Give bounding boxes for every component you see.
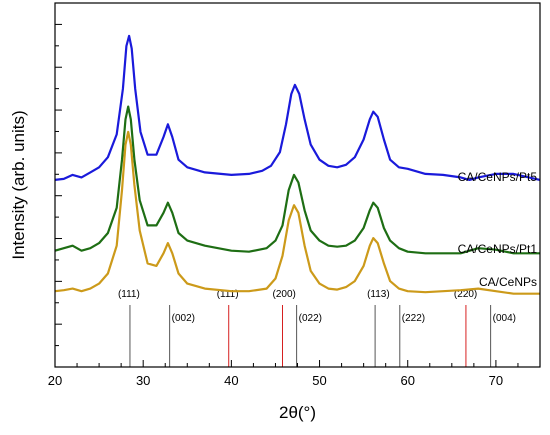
reference-label-6: (222): [402, 313, 425, 324]
y-axis-label: Intensity (arb. units): [9, 110, 28, 259]
reference-label-7: (220): [454, 289, 477, 300]
x-axis-ticks: 20 30 40 50 60 70: [48, 360, 541, 388]
reference-label-5: (113): [367, 289, 390, 300]
y-axis-ticks: [55, 2, 62, 368]
x-tick-label-2: 40: [224, 373, 238, 388]
axes-frame: [54, 2, 541, 368]
reference-label-1: (002): [172, 313, 195, 324]
series-line-0: [54, 34, 541, 181]
reference-lines: (111) (002) (111) (200) (022) (113) (222) (220)…: [118, 289, 516, 367]
x-tick-label-1: 30: [136, 373, 150, 388]
x-tick-label-0: 20: [48, 373, 62, 388]
reference-label-0: (111): [118, 289, 140, 300]
series-label-1: CA/CeNPs/Pt1: [458, 242, 538, 256]
reference-label-4: (022): [299, 313, 322, 324]
x-tick-label-4: 60: [400, 373, 414, 388]
series-lines: [54, 34, 541, 295]
series-line-2: [54, 130, 540, 295]
plot-frame: [54, 2, 541, 368]
series-line-1: [54, 105, 540, 255]
x-tick-label-3: 50: [312, 373, 326, 388]
reference-label-2: (111): [217, 289, 239, 300]
series-label-0: CA/CeNPs/Pt5: [458, 170, 538, 184]
series-label-2: CA/CeNPs: [479, 275, 537, 289]
reference-label-3: (200): [273, 289, 296, 300]
x-tick-label-5: 70: [489, 373, 503, 388]
x-axis-label: 2θ(°): [279, 403, 316, 422]
series-labels: CA/CeNPs/Pt5 CA/CeNPs/Pt1 CA/CeNPs: [458, 170, 538, 289]
reference-label-8: (004): [493, 313, 516, 324]
